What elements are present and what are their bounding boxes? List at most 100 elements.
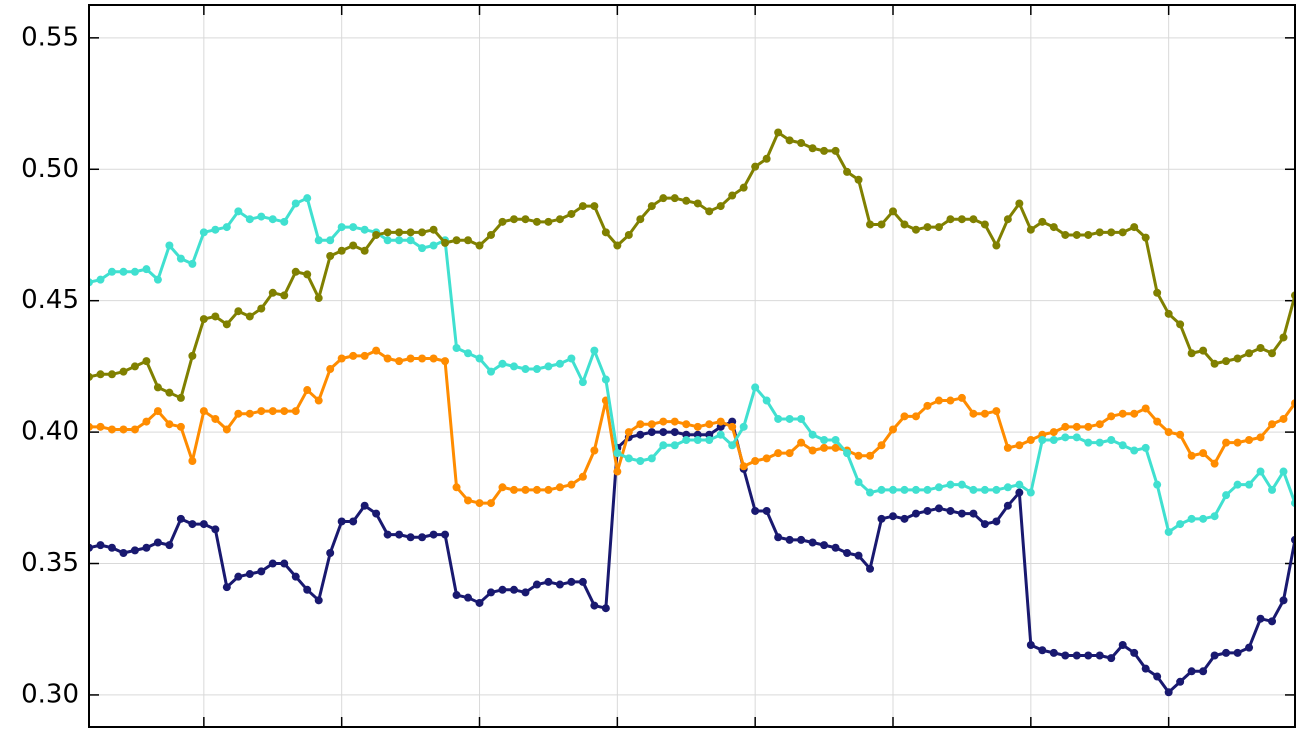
data-point [911, 412, 920, 421]
data-point [1118, 441, 1127, 450]
data-point [452, 483, 461, 492]
data-point [980, 485, 989, 494]
data-point [498, 217, 507, 226]
data-point [314, 396, 323, 405]
data-point [820, 443, 829, 452]
data-point [866, 488, 875, 497]
y-tick-label: 0.35 [21, 548, 79, 578]
data-point [1072, 230, 1081, 239]
plot-area [89, 128, 1295, 697]
data-point [647, 454, 656, 463]
data-point [946, 396, 955, 405]
data-point [372, 346, 381, 355]
data-point [1095, 438, 1104, 447]
data-point [245, 409, 254, 418]
data-point [1107, 412, 1116, 421]
data-point [693, 422, 702, 431]
data-point [509, 585, 518, 594]
data-point [774, 128, 783, 137]
data-point [1084, 230, 1093, 239]
data-point [153, 538, 162, 547]
data-point [946, 215, 955, 224]
data-point [1164, 527, 1173, 536]
data-point [268, 559, 277, 568]
data-point [1256, 614, 1265, 623]
data-point [613, 241, 622, 250]
data-point [670, 428, 679, 437]
data-point [797, 414, 806, 423]
data-point [303, 270, 312, 279]
data-point [234, 409, 243, 418]
data-point [808, 144, 817, 153]
data-point [1187, 514, 1196, 523]
data-point [360, 501, 369, 510]
data-point [889, 425, 897, 434]
data-point [567, 577, 576, 586]
data-point [624, 454, 633, 463]
data-point [1233, 354, 1242, 363]
data-point [578, 378, 587, 387]
data-point [153, 275, 162, 284]
data-point [337, 246, 346, 255]
data-point [119, 549, 128, 558]
data-point [1222, 648, 1231, 657]
data-point [544, 217, 553, 226]
data-point [820, 146, 829, 155]
data-point [326, 236, 335, 245]
data-point [1130, 446, 1139, 455]
data-point [1038, 646, 1047, 655]
data-point [211, 414, 220, 423]
data-point [980, 220, 989, 229]
data-point [234, 207, 243, 216]
data-point [716, 202, 725, 211]
data-point [854, 175, 863, 184]
data-point [406, 533, 415, 542]
data-point [464, 496, 473, 505]
data-point [234, 307, 243, 316]
data-point [1279, 414, 1288, 423]
data-point [578, 577, 587, 586]
data-point [349, 517, 358, 526]
data-point [188, 457, 197, 466]
data-point [199, 520, 208, 529]
data-point [165, 420, 174, 429]
data-point [383, 228, 392, 237]
data-point [693, 435, 702, 444]
data-point [291, 407, 300, 416]
data-point [831, 543, 840, 552]
data-point [877, 441, 886, 450]
data-point [176, 254, 185, 263]
data-point [509, 362, 518, 371]
data-point [165, 241, 174, 250]
data-point [268, 215, 277, 224]
y-tick-label: 0.45 [21, 285, 79, 315]
data-point [532, 485, 541, 494]
data-point [418, 533, 427, 542]
data-point [418, 228, 427, 237]
data-point [831, 146, 840, 155]
data-point [808, 430, 817, 439]
data-point [234, 572, 243, 581]
data-point [1245, 643, 1254, 652]
data-point [1176, 430, 1185, 439]
data-point [762, 154, 771, 163]
series-line [89, 420, 1295, 694]
data-point [130, 546, 139, 555]
data-point [429, 225, 438, 234]
data-point [555, 215, 564, 224]
data-point [1176, 320, 1185, 329]
data-point [1084, 422, 1093, 431]
data-point [521, 588, 530, 597]
data-point [1141, 443, 1150, 452]
series-line [89, 130, 1295, 400]
data-point [222, 425, 231, 434]
data-point [1187, 667, 1196, 676]
data-point [1141, 404, 1150, 413]
data-point [889, 207, 897, 216]
data-point [590, 202, 599, 211]
data-point [762, 396, 771, 405]
data-point [268, 407, 277, 416]
data-point [636, 420, 645, 429]
data-point [728, 441, 737, 450]
